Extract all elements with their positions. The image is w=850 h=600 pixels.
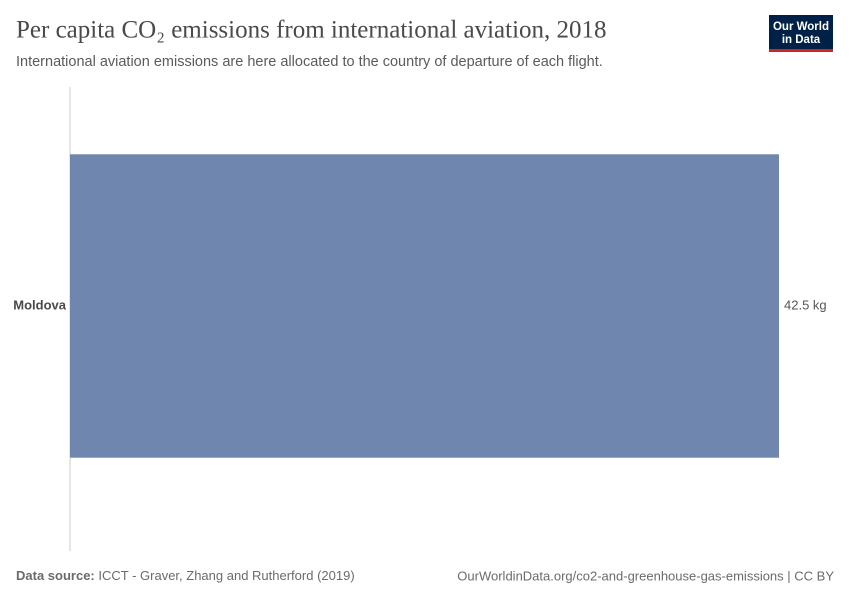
value-label: 42.5 kg (784, 297, 827, 312)
logo-box (769, 15, 833, 52)
logo[interactable]: Our World in Data (769, 15, 833, 52)
category-label: Moldova (13, 297, 66, 312)
logo-stripe (769, 49, 833, 52)
logo-text: in Data (782, 34, 821, 46)
source-url[interactable]: OurWorldinData.org/co2-and-greenhouse-ga… (457, 568, 834, 583)
bar (70, 154, 779, 458)
chart-title: Per capita CO₂ emissions from internatio… (16, 17, 607, 44)
source-text: ICCT - Graver, Zhang and Rutherford (201… (98, 568, 354, 583)
chart-subtitle: International aviation emissions are her… (16, 54, 603, 70)
source: Data source: ICCT - Graver, Zhang and Ru… (16, 568, 355, 583)
logo-text: Our World (773, 21, 829, 33)
source-label: Data source: (16, 568, 95, 583)
